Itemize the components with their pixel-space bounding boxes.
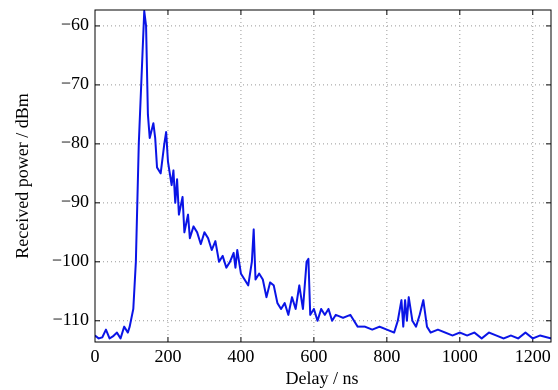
x-tick-label: 0 [91,346,100,366]
x-tick-label: 400 [227,346,254,366]
y-axis-label: Received power / dBm [12,93,32,258]
y-tick-label: −100 [52,250,89,270]
x-tick-label: 600 [300,346,327,366]
y-tick-label: −90 [61,191,89,211]
x-axis-label: Delay / ns [286,368,359,388]
data-line [95,10,551,340]
y-tick-label: −70 [61,73,89,93]
x-tick-label: 1000 [442,346,478,366]
plot-frame [94,9,552,343]
y-tick-label: −80 [61,132,89,152]
y-tick-label: −110 [53,309,89,329]
x-tick-label: 200 [154,346,181,366]
y-tick-label: −60 [61,14,89,34]
x-tick-label: 800 [373,346,400,366]
x-tick-label: 1200 [515,346,551,366]
